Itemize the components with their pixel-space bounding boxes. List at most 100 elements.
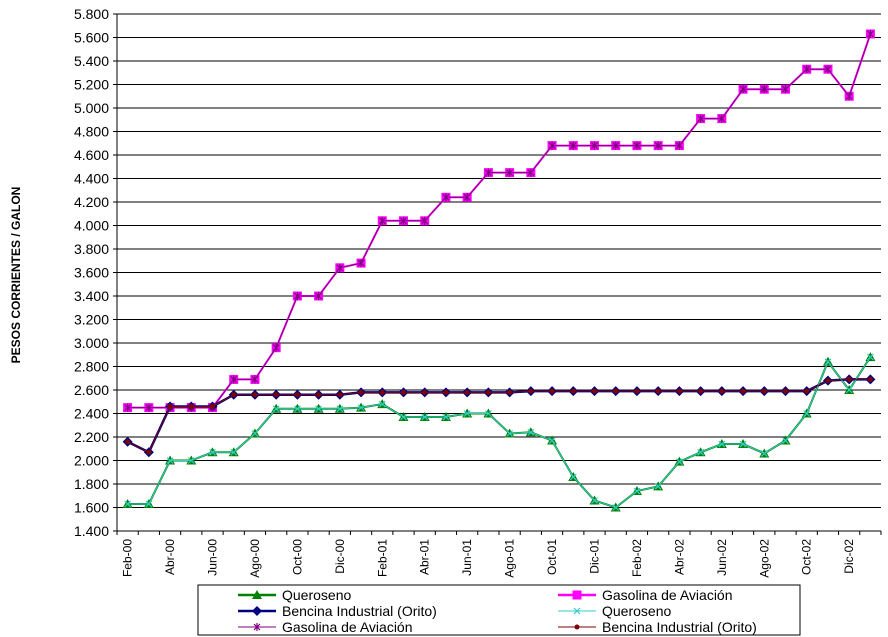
series-line — [127, 33, 872, 409]
data-point — [252, 606, 262, 616]
data-point — [698, 388, 704, 394]
legend-label: Bencina Industrial (Orito) — [602, 619, 757, 635]
y-tick-label: 5.400 — [74, 53, 109, 69]
data-point — [273, 392, 279, 398]
data-point — [866, 29, 874, 38]
y-tick-label: 2.600 — [74, 382, 109, 398]
data-point — [783, 388, 788, 394]
data-point — [803, 410, 811, 417]
data-point — [548, 141, 556, 150]
x-tick-label: Oct-01 — [545, 539, 559, 575]
y-tick-label: 3.600 — [74, 265, 109, 281]
x-tick-label: Feb-00 — [121, 539, 135, 577]
legend-swatch — [238, 623, 276, 631]
data-point — [400, 216, 407, 225]
x-tick-label: Feb-01 — [375, 539, 389, 577]
data-point — [612, 141, 620, 150]
y-tick-label: 1.400 — [74, 523, 109, 539]
data-point — [697, 448, 705, 456]
data-point — [357, 404, 365, 412]
data-point — [463, 193, 471, 202]
data-point — [633, 487, 641, 495]
y-tick-label: 5.600 — [74, 30, 109, 46]
data-point — [506, 430, 514, 437]
series-5 — [125, 376, 873, 455]
data-point — [761, 388, 767, 394]
legend-box — [197, 584, 801, 636]
series-line — [127, 378, 871, 453]
data-point — [718, 440, 726, 448]
legend-swatch — [238, 590, 276, 599]
data-point — [336, 263, 344, 272]
data-point — [442, 193, 450, 202]
data-point — [167, 403, 173, 409]
series-line — [127, 33, 871, 409]
data-point — [760, 85, 768, 94]
data-point — [485, 389, 491, 395]
data-point — [336, 405, 344, 413]
x-tick-label: Oct-02 — [800, 539, 814, 575]
data-point — [591, 141, 598, 150]
data-point — [719, 388, 725, 394]
data-point — [253, 623, 261, 631]
x-tick-label: Jun-00 — [206, 539, 220, 576]
data-point — [592, 388, 597, 394]
data-point — [866, 353, 874, 361]
series-line — [127, 356, 871, 509]
data-point — [654, 482, 662, 490]
gridlines — [113, 13, 882, 535]
data-point — [251, 430, 259, 437]
data-point — [824, 358, 832, 366]
legend-label: Queroseno — [282, 587, 351, 603]
y-tick-label: 4.000 — [74, 218, 109, 234]
data-point — [209, 448, 216, 456]
x-tick-label: Dic-01 — [588, 539, 602, 574]
data-point — [464, 389, 470, 395]
data-point — [357, 259, 365, 268]
y-tick-label: 4.200 — [74, 194, 109, 210]
data-point — [740, 388, 746, 394]
legend-label: Gasolina de Aviación — [602, 587, 733, 603]
data-point — [654, 141, 662, 150]
data-point — [146, 449, 152, 455]
data-point — [591, 497, 598, 504]
x-tick-label: Dic-02 — [842, 539, 856, 574]
data-point — [484, 168, 492, 177]
data-point — [379, 389, 385, 395]
data-point — [675, 458, 683, 466]
data-point — [293, 292, 301, 300]
legend-swatch — [558, 607, 596, 615]
data-point — [718, 114, 726, 123]
data-point — [803, 65, 811, 74]
y-tick-label: 5.000 — [74, 100, 109, 116]
y-axis-label: PESOS CORRIENTES / GALON — [9, 187, 23, 364]
y-tick-label: 1.600 — [74, 500, 109, 516]
data-point — [675, 141, 683, 150]
x-tick-label: Jun-02 — [715, 539, 729, 576]
data-point — [421, 216, 429, 225]
data-point — [549, 388, 555, 394]
data-point — [252, 392, 258, 398]
data-point — [739, 440, 747, 448]
data-point — [443, 389, 449, 395]
series-lines — [122, 29, 876, 512]
data-point — [187, 457, 195, 464]
data-point — [824, 65, 832, 74]
data-point — [634, 388, 640, 394]
y-tick-label: 1.800 — [74, 476, 109, 492]
data-point — [572, 590, 582, 600]
x-tick-label: Abr-02 — [672, 539, 686, 575]
data-point — [867, 376, 873, 382]
y-tick-label: 4.400 — [74, 171, 109, 187]
data-point — [337, 392, 343, 398]
data-point — [782, 437, 789, 444]
data-point — [548, 437, 556, 444]
data-point — [484, 410, 492, 417]
y-tick-label: 2.200 — [74, 429, 109, 445]
data-point — [421, 413, 429, 421]
data-point — [573, 607, 581, 615]
data-point — [739, 85, 747, 94]
data-point — [231, 392, 237, 398]
data-point — [463, 410, 471, 417]
